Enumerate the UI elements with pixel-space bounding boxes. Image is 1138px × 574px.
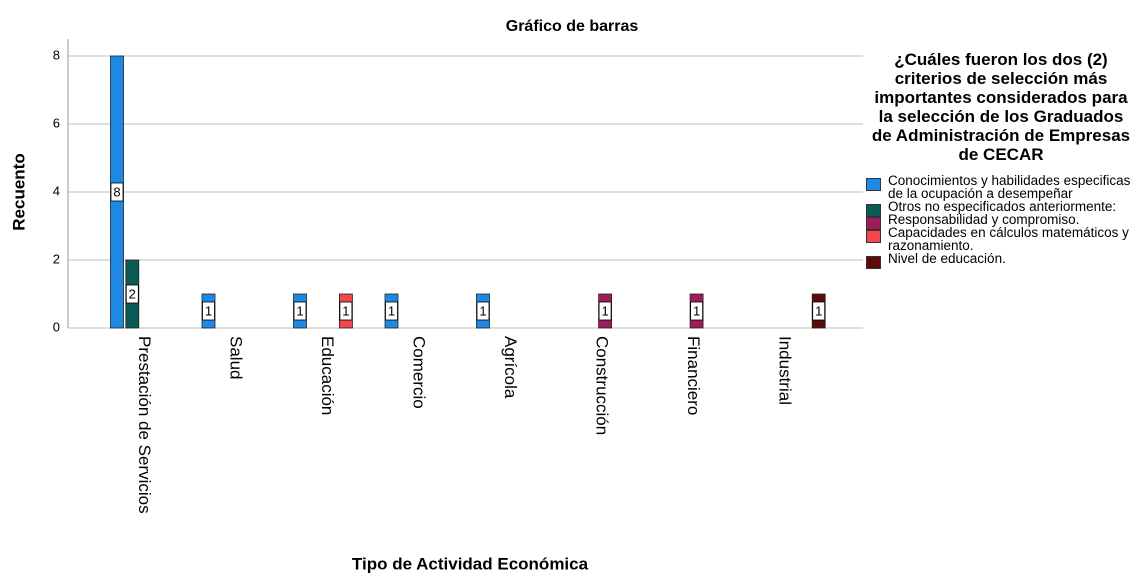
y-tick-label: 0 [53,319,60,334]
value-label: 1 [601,303,608,318]
legend-swatch [866,204,881,217]
x-tick-label: Construcción [593,336,612,435]
x-tick-label: Prestación de Servicios [135,336,154,514]
legend-label: Otros no especificados anteriormente: [888,199,1117,214]
value-label: 1 [388,303,395,318]
value-label-box [812,301,826,321]
y-tick-label: 8 [53,47,60,62]
y-axis-title: Recuento [9,153,28,230]
value-label-box [598,301,612,321]
x-tick-label: Financiero [684,336,703,415]
legend-entry: Capacidades en cálculos matemáticos y ra… [864,226,1138,252]
value-label-box [476,301,490,321]
legend-entry: Otros no especificados anteriormente: [864,199,1138,217]
legend-swatch [866,230,881,243]
value-label: 8 [113,184,120,199]
x-tick-label: Comercio [410,336,429,409]
legend-entries: Conocimientos y habilidades especificas … [864,174,1138,269]
x-tick-label: Industrial [776,336,795,405]
value-label: 1 [296,303,303,318]
value-label: 2 [129,286,136,301]
y-tick-label: 2 [53,251,60,266]
value-label-box [110,182,124,202]
x-tick-label: Salud [227,336,246,379]
legend-title: ¿Cuáles fueron los dos (2) criterios de … [871,50,1131,164]
legend-label: Capacidades en cálculos matemáticos y ra… [888,225,1129,253]
legend-entry: Conocimientos y habilidades especificas … [864,174,1138,200]
value-label-box [293,301,307,321]
legend-swatch [866,256,881,269]
legend-entry: Responsabilidad y compromiso. [864,212,1138,230]
legend-swatch [866,217,881,230]
value-label: 1 [205,303,212,318]
value-label: 1 [479,303,486,318]
y-tick-label: 4 [53,183,60,198]
legend-entry: Nivel de educación. [864,251,1138,269]
value-label-box [690,301,703,321]
y-tick-label: 6 [53,115,60,130]
legend-label: Conocimientos y habilidades especificas … [888,173,1131,201]
value-label-box [202,301,215,321]
value-label: 1 [342,303,349,318]
legend: ¿Cuáles fueron los dos (2) criterios de … [864,50,1138,269]
x-tick-label: Agrícola [501,336,520,399]
value-label-box [385,301,398,321]
value-label-box [125,284,139,304]
legend-label: Nivel de educación. [888,251,1006,266]
value-label-box [339,301,353,321]
legend-label: Responsabilidad y compromiso. [888,212,1080,227]
x-axis-title: Tipo de Actividad Económica [352,554,589,573]
legend-swatch [866,178,881,191]
value-label: 1 [693,303,700,318]
chart-title: Gráfico de barras [506,18,639,35]
x-tick-label: Educación [318,336,337,415]
value-label: 1 [815,303,822,318]
